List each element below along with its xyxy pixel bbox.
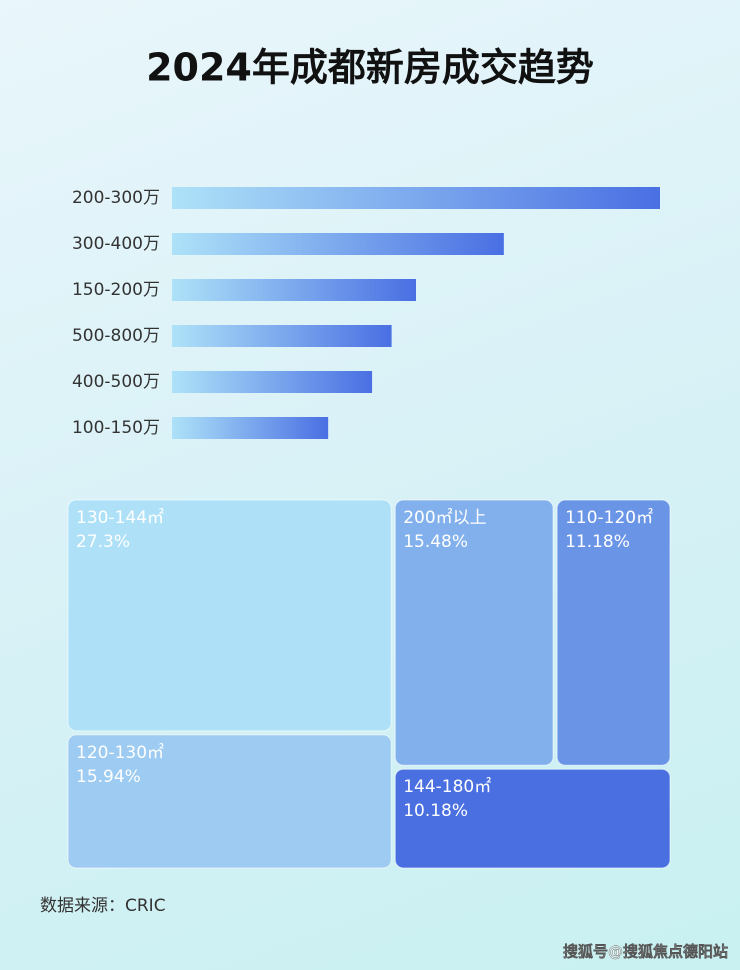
cell-value: 10.18% xyxy=(403,801,468,821)
cell-label: 120-130㎡ xyxy=(76,743,164,763)
bar xyxy=(172,187,660,209)
treemap-cell xyxy=(394,499,554,766)
bar xyxy=(172,417,329,439)
bar xyxy=(172,279,416,301)
cell-label: 200㎡以上 xyxy=(403,508,486,528)
cell-label: 130-144㎡ xyxy=(76,508,164,528)
cell-value: 27.3% xyxy=(76,532,130,552)
chart-title: 2024年成都新房成交趋势 xyxy=(146,46,594,90)
source-note: 数据来源：CRIC xyxy=(40,896,166,916)
y-tick-label: 150-200万 xyxy=(72,280,160,300)
treemap-cell xyxy=(394,768,671,869)
treemap-cell xyxy=(67,734,392,869)
y-tick-label: 100-150万 xyxy=(72,418,160,438)
y-tick-label: 400-500万 xyxy=(72,372,160,392)
cell-value: 15.94% xyxy=(76,767,141,787)
bar xyxy=(172,233,504,255)
cell-value: 15.48% xyxy=(403,532,468,552)
y-tick-label: 500-800万 xyxy=(72,326,160,346)
bar xyxy=(172,325,392,347)
y-tick-label: 200-300万 xyxy=(72,188,160,208)
y-tick-label: 300-400万 xyxy=(72,234,160,254)
watermark: 搜狐号@搜狐焦点德阳站 xyxy=(563,943,728,961)
bar xyxy=(172,371,373,393)
treemap-cell xyxy=(67,499,392,732)
cell-label: 144-180㎡ xyxy=(403,777,491,797)
cell-label: 110-120㎡ xyxy=(565,508,653,528)
cell-value: 11.18% xyxy=(565,532,630,552)
treemap-cell xyxy=(556,499,671,766)
